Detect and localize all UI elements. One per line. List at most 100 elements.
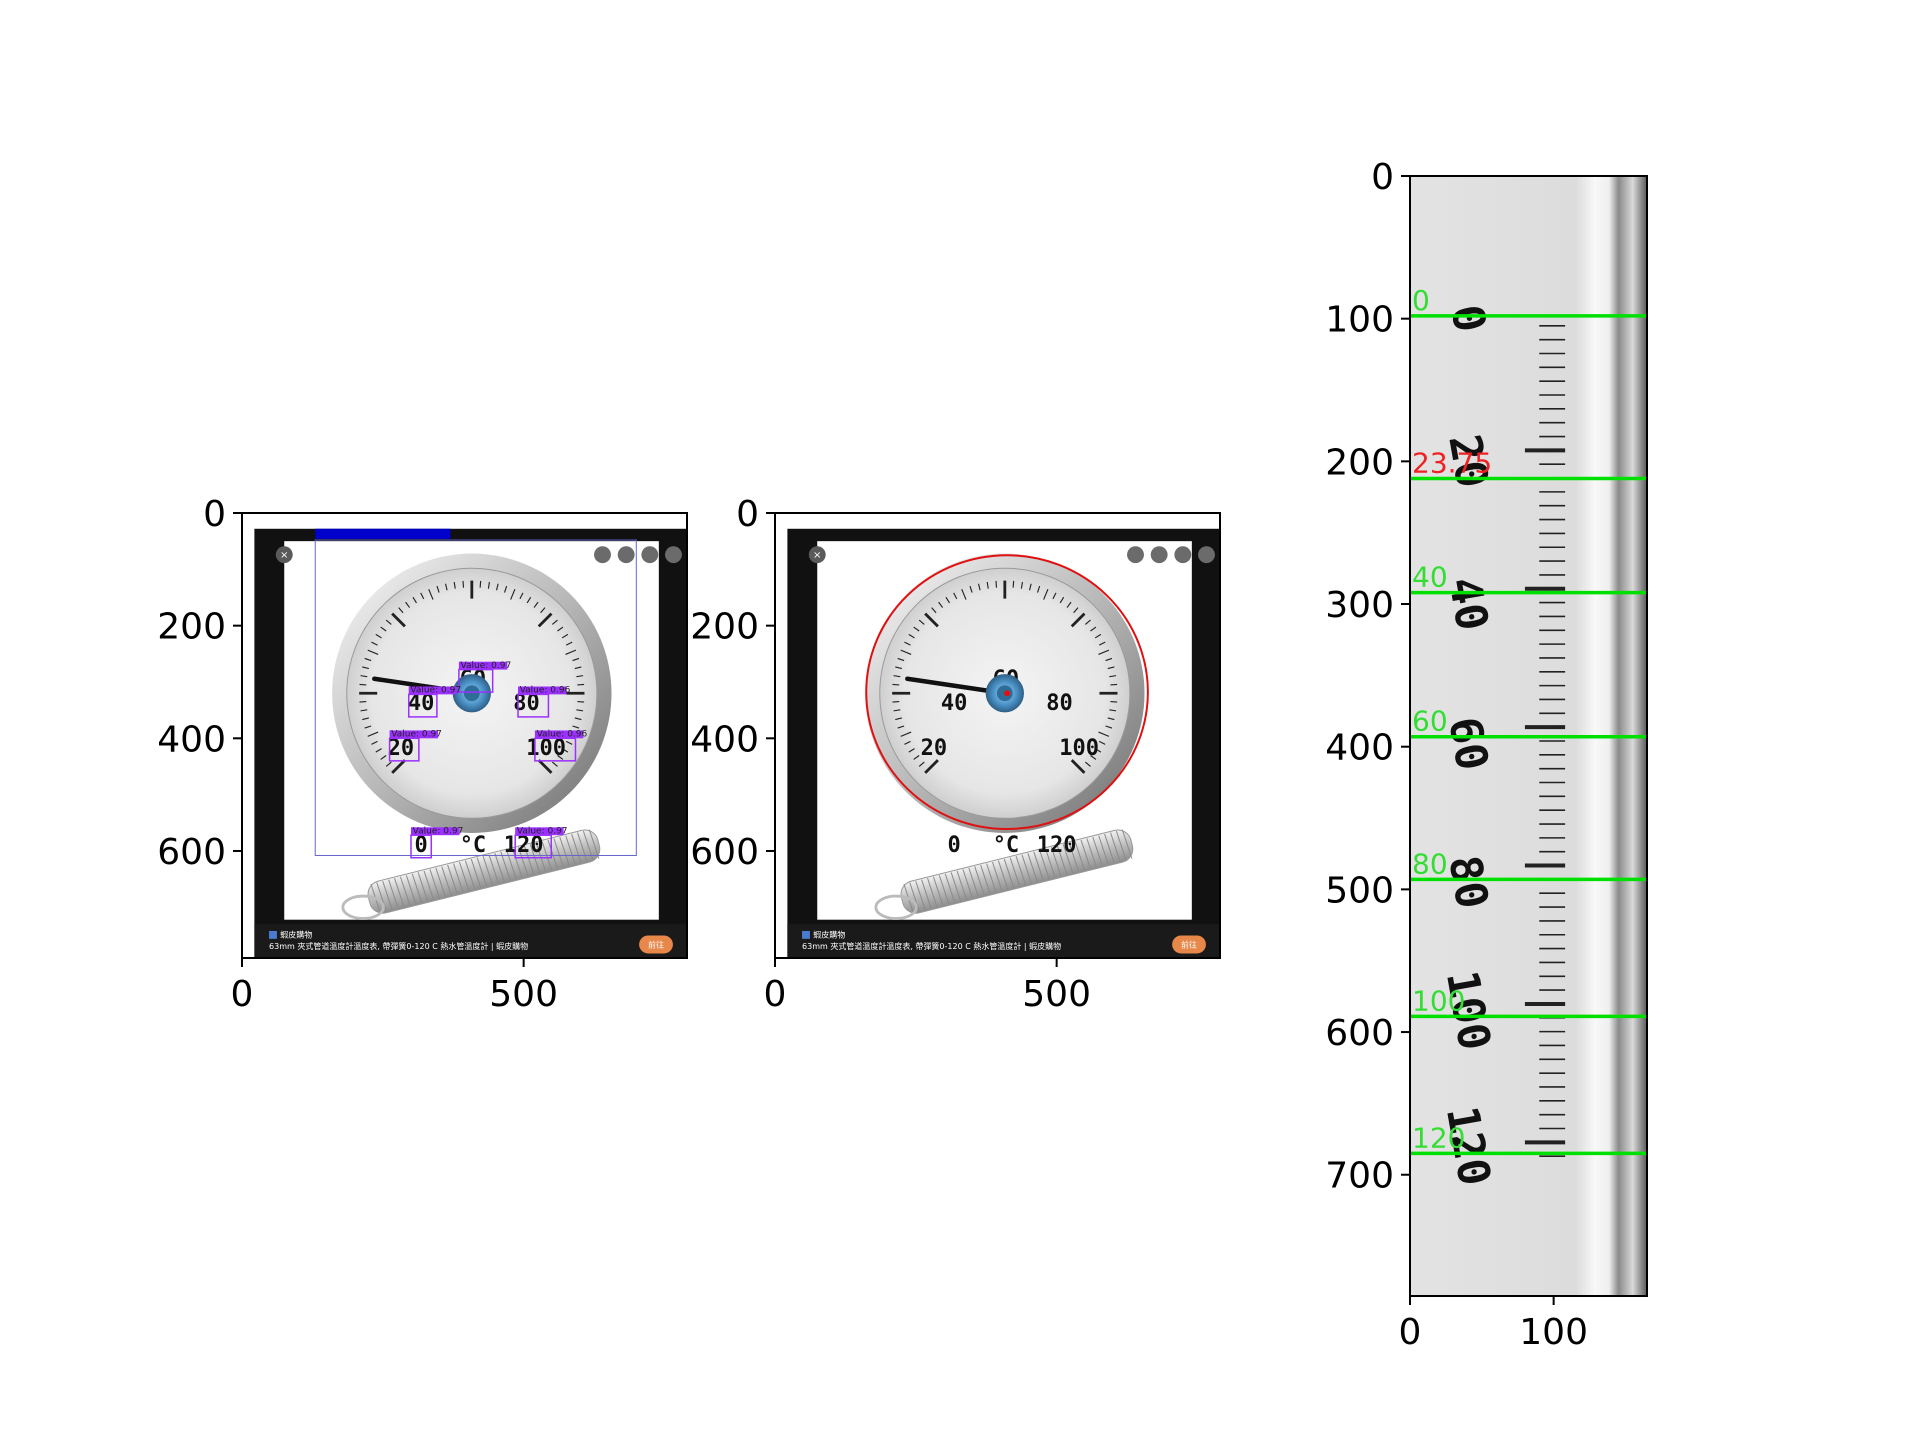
p1-more-icon xyxy=(617,546,635,564)
p2-dial-tick xyxy=(938,601,944,608)
p3-scale-label-100: 100 xyxy=(1412,984,1465,1017)
p1-ytick-label-1: 200 xyxy=(157,607,226,648)
p1-dial-tick xyxy=(412,596,417,604)
p1-det-label-120: Value: 0.97 xyxy=(517,827,568,837)
p2-dial-tick xyxy=(913,755,920,760)
p1-dial-tick xyxy=(367,649,379,655)
p1-dial-tick xyxy=(380,626,387,632)
p1-dial-tick xyxy=(574,717,582,721)
p2-spring-coil xyxy=(1074,841,1086,871)
p2-dial-tick xyxy=(953,592,958,600)
p2-dial-tick xyxy=(1084,761,1091,767)
p1-dial-tick xyxy=(391,612,406,628)
p2-spring-coil xyxy=(927,878,938,908)
p1-spring-coil xyxy=(405,875,417,905)
p1-dial-tick xyxy=(405,601,411,608)
p1-dial-tick xyxy=(504,585,508,593)
p1-dial-tick xyxy=(428,588,434,600)
p2-dial-tick xyxy=(893,675,901,678)
p2-dial-tick xyxy=(969,585,973,593)
p2-prev-icon xyxy=(1174,546,1192,564)
p2-dial-tick xyxy=(1028,583,1032,591)
p2-spring-coil xyxy=(1086,838,1097,868)
p2-caption-title: 63mm 夾式管道溫度計溫度表, 帶彈簧0-120 C 熱水管溫度計 | 蝦皮購… xyxy=(802,941,1061,951)
p1-xtick-label-1: 500 xyxy=(489,974,558,1015)
p2-dial-tick xyxy=(1109,709,1117,712)
p2-dial-tick xyxy=(1090,626,1097,632)
p2-dial-tick xyxy=(1070,612,1086,628)
p1-dial-number-0: 0 xyxy=(415,833,428,858)
p1-ytick-label-3: 600 xyxy=(157,832,226,873)
p1-prev-icon xyxy=(641,546,659,564)
p2-spring-coil xyxy=(1009,857,1021,887)
p1-spring-coil xyxy=(394,878,405,908)
p2-spring-coil xyxy=(1015,855,1027,886)
p3-xtick-label-1: 100 xyxy=(1519,1312,1588,1353)
p1-det-tag-20 xyxy=(389,730,439,739)
p2-dial-tick xyxy=(1105,725,1113,729)
p2-spring-coil xyxy=(997,860,1009,890)
p1-caption-bar xyxy=(254,924,687,958)
p1-spring-coil xyxy=(417,872,429,902)
p2-dial-tick xyxy=(1098,731,1110,737)
p1-dial-tick xyxy=(364,657,372,662)
p2-spring-coil xyxy=(944,873,956,903)
p2-dial-tick xyxy=(986,581,989,589)
p2-dial-tick xyxy=(893,709,901,712)
p2-dial-tick xyxy=(1020,581,1024,589)
p2-next-icon xyxy=(1198,546,1215,564)
p2-spring-coil xyxy=(938,875,950,905)
p1-next-icon xyxy=(665,546,682,564)
p2-favicon-icon xyxy=(802,930,810,939)
p3-ytick-label-0: 0 xyxy=(1371,157,1394,198)
p1-dial-tick xyxy=(362,666,369,670)
p1-go-button xyxy=(639,935,673,954)
p2-dial-tick xyxy=(892,701,900,703)
p2-close-glyph: × xyxy=(813,550,821,561)
p1-dial-number-120: 120 xyxy=(504,833,544,858)
p2-spring-coil xyxy=(950,872,962,902)
p1-spring-coil xyxy=(553,838,564,868)
p1-spring-coil xyxy=(453,863,464,893)
p1-caption-source: 蝦皮購物 xyxy=(280,930,312,940)
p1-dial-tick xyxy=(367,731,379,737)
p2-dial-tick xyxy=(1084,619,1091,625)
p1-spring-coil xyxy=(529,844,541,874)
p1-spring-coil xyxy=(470,858,482,889)
p1-spring-coil xyxy=(429,869,440,899)
p2-dial-tick xyxy=(1066,601,1072,608)
p3-scale-label-0: 0 xyxy=(1412,284,1430,317)
p1-spring-coil xyxy=(547,839,559,870)
p1-dial-tick xyxy=(519,592,524,600)
p1-dial-tick xyxy=(574,666,582,670)
p2-dial-tick xyxy=(908,633,915,639)
p2-spring-coil xyxy=(1121,829,1133,859)
p2-spring xyxy=(900,829,1134,914)
p2-dial-tick xyxy=(1012,580,1015,588)
p2-dial-tick xyxy=(1110,683,1118,686)
p1-spring-ring xyxy=(341,894,385,920)
p1-dial-tick xyxy=(462,580,465,588)
p1-dial-tick xyxy=(551,761,558,767)
p2-ytick-label-1: 200 xyxy=(690,607,759,648)
p2-go-button xyxy=(1172,935,1206,954)
p2-xtick-label-1: 500 xyxy=(1022,974,1091,1015)
p2-more-icon xyxy=(1150,546,1168,564)
p2-dial-tick xyxy=(1098,649,1110,655)
p1-ytick-label-2: 400 xyxy=(157,719,226,760)
p3-ytick-label-4: 400 xyxy=(1325,728,1394,769)
p2-spring-coil xyxy=(1027,853,1038,883)
p2-spring-coil xyxy=(1115,830,1127,861)
p3-ytick-label-1: 100 xyxy=(1325,300,1394,341)
p1-det-label-80: Value: 0.96 xyxy=(520,686,571,696)
p1-dial-tick xyxy=(537,759,553,774)
p1-spring-coil xyxy=(494,853,505,883)
p1-dial-tick xyxy=(557,755,564,760)
p1-spring-coil xyxy=(488,854,499,884)
p1-dial-tick xyxy=(385,619,392,625)
p1-spring-coil xyxy=(500,851,511,881)
